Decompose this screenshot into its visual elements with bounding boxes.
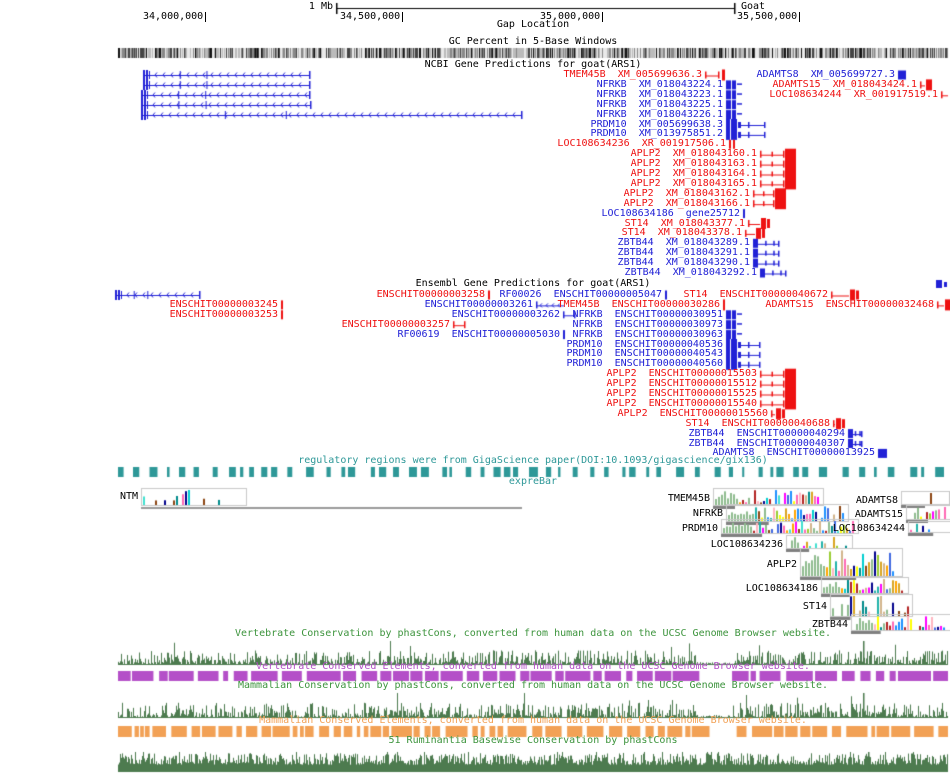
- gene-item[interactable]: TMEM45B ENSCHIT00000030286: [557, 298, 720, 310]
- gene-item[interactable]: PRDM10 ENSCHIT00000040536: [566, 338, 723, 350]
- gene-item[interactable]: ZBTB44 XM_018043290.1: [617, 257, 750, 269]
- gene-item[interactable]: NFRKB ENSCHIT00000030973: [572, 318, 723, 330]
- gene-item[interactable]: ENSCHIT00000003258: [376, 289, 485, 300]
- gene-item[interactable]: APLP2 XM_018043160.1: [630, 148, 757, 160]
- assembly-label: Goat: [741, 1, 766, 12]
- gene-item[interactable]: APLP2 XM_018043165.1: [630, 177, 757, 189]
- track-title-exprebar[interactable]: expreBar: [508, 476, 558, 487]
- gene-item[interactable]: PRDM10 XM_005699638.3: [590, 118, 723, 130]
- gene-item[interactable]: APLP2 XM_018043164.1: [630, 168, 757, 179]
- gene-item[interactable]: ST14 XM_018043377.1: [624, 217, 745, 229]
- gene-item[interactable]: ZBTB44 ENSCHIT00000040294: [688, 427, 845, 439]
- exprebar-gene-label[interactable]: ST14: [802, 601, 827, 612]
- gene-item[interactable]: APLP2 ENSCHIT00000015540: [606, 397, 757, 409]
- gene-item[interactable]: PRDM10 ENSCHIT00000040560: [566, 358, 723, 370]
- gene-item[interactable]: LOC108634236 XR_001917506.1: [557, 138, 726, 150]
- track-title-vertebrate-conserved-elements[interactable]: Vertebrate Conserved Elements, converted…: [256, 661, 810, 672]
- exprebar-gene-label[interactable]: ADAMTS8: [855, 495, 898, 506]
- gene-item[interactable]: APLP2 ENSCHIT00000015503: [606, 368, 757, 380]
- gene-item[interactable]: ENSCHIT00000003257: [341, 318, 450, 330]
- track-title-gap[interactable]: Gap Location: [496, 19, 570, 30]
- gene-item[interactable]: PRDM10 XM_013975851.2: [590, 128, 723, 140]
- exprebar-gene-label[interactable]: APLP2: [766, 559, 797, 570]
- exprebar-gene-label[interactable]: LOC108634236: [710, 539, 783, 550]
- gene-item[interactable]: ZBTB44 ENSCHIT00000040307: [688, 437, 845, 449]
- gene-item[interactable]: APLP2 ENSCHIT00000015512: [606, 378, 757, 390]
- gene-item[interactable]: APLP2 ENSCHIT00000015525: [606, 388, 757, 399]
- exprebar-gene-label[interactable]: NTM: [119, 491, 138, 502]
- exprebar-gene-label[interactable]: LOC108634244: [832, 523, 905, 534]
- gene-item[interactable]: ENSCHIT00000003261: [424, 298, 533, 310]
- track-title-ruminantia-conservation[interactable]: 51 Ruminantia Basewise Conservation by p…: [388, 735, 678, 746]
- gene-item[interactable]: RF00619 ENSCHIT00000005030: [397, 328, 560, 340]
- gene-item[interactable]: LOC108634244 XR_001917519.1: [769, 88, 938, 100]
- gene-item[interactable]: APLP2 XM_018043166.1: [623, 197, 750, 209]
- gene-item[interactable]: TMEM45B XM_005699636.3: [563, 69, 702, 80]
- gene-item[interactable]: ADAMTS8 XM_005699727.3: [756, 69, 895, 80]
- gene-item[interactable]: NFRKB XM_018043224.1: [596, 78, 723, 90]
- exprebar-gene-label[interactable]: ZBTB44: [811, 619, 848, 630]
- gene-item[interactable]: APLP2 ENSCHIT00000015560: [617, 407, 768, 419]
- gene-item[interactable]: ST14 XM_018043378.1: [621, 227, 742, 239]
- gene-item[interactable]: ENSCHIT00000003245: [169, 298, 278, 310]
- scale-label: 1 Mb: [308, 1, 333, 12]
- exprebar-gene-label[interactable]: TMEM45B: [667, 493, 710, 504]
- track-title-ncbi-genes[interactable]: NCBI Gene Predictions for goat(ARS1): [424, 59, 642, 70]
- gene-item[interactable]: ADAMTS15 ENSCHIT00000032468: [765, 298, 934, 310]
- gene-item[interactable]: ADAMTS8 ENSCHIT00000013925: [712, 447, 875, 459]
- gene-item[interactable]: NFRKB ENSCHIT00000030951: [572, 308, 723, 320]
- gene-item[interactable]: ZBTB44 XM_018043289.1: [617, 237, 750, 249]
- gene-item[interactable]: NFRKB XM_018043225.1: [596, 98, 723, 110]
- gene-item[interactable]: NFRKB ENSCHIT00000030963: [572, 328, 723, 340]
- gene-item[interactable]: RF00026 ENSCHIT00000005047: [499, 289, 662, 300]
- ruler-coordinate: 35,500,000: [737, 12, 801, 22]
- track-title-vertebrate-conservation[interactable]: Vertebrate Conservation by phastCons, co…: [234, 628, 832, 639]
- gene-item[interactable]: PRDM10 ENSCHIT00000040543: [566, 348, 723, 360]
- exprebar-gene-label[interactable]: ADAMTS15: [854, 509, 903, 520]
- track-title-mammalian-conserved-elements[interactable]: Mammalian Conserved Elements, converted …: [259, 715, 807, 726]
- gene-item[interactable]: NFRKB XM_018043223.1: [596, 88, 723, 100]
- track-title-mammalian-conservation[interactable]: Mammalian Conservation by phastCons, con…: [237, 680, 828, 691]
- gene-item[interactable]: ENSCHIT00000003253: [169, 308, 278, 320]
- exprebar-gene-label[interactable]: NFRKB: [692, 508, 723, 519]
- track-title-gc-percent[interactable]: GC Percent in 5-Base Windows: [448, 36, 618, 47]
- gene-item[interactable]: ADAMTS15 XM_018043424.1: [772, 78, 918, 90]
- gene-item[interactable]: ENSCHIT00000003262: [451, 308, 560, 320]
- gene-item[interactable]: LOC108634186 gene25712: [601, 207, 740, 219]
- ruler-coordinate: 34,000,000: [143, 12, 207, 22]
- gene-item[interactable]: ZBTB44 XM_018043292.1: [624, 267, 757, 278]
- exprebar-gene-label[interactable]: LOC108634186: [745, 583, 818, 594]
- gene-item[interactable]: APLP2 XM_018043162.1: [623, 187, 750, 199]
- track-title-ensembl-genes[interactable]: Ensembl Gene Predictions for goat(ARS1): [415, 278, 651, 289]
- ruler-coordinate: 34,500,000: [340, 12, 404, 22]
- gene-item[interactable]: APLP2 XM_018043163.1: [630, 158, 757, 170]
- ruler-coordinate: 35,000,000: [540, 12, 604, 22]
- gene-item[interactable]: ST14 ENSCHIT00000040672: [683, 289, 829, 300]
- gene-item[interactable]: ST14 ENSCHIT00000040688: [685, 417, 831, 429]
- gene-item[interactable]: ZBTB44 XM_018043291.1: [617, 247, 750, 259]
- track-title-regulatory-regions[interactable]: regulatory regions were from GigaScience…: [298, 455, 768, 466]
- exprebar-gene-label[interactable]: PRDM10: [681, 523, 718, 534]
- gene-item[interactable]: NFRKB XM_018043226.1: [596, 108, 723, 120]
